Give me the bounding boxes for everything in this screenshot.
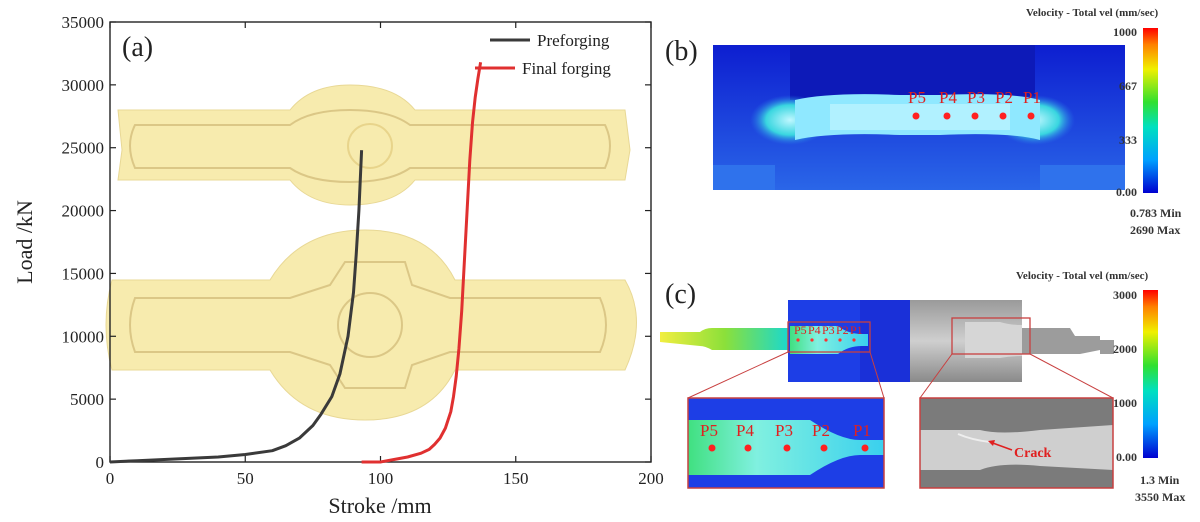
x-tick-label: 150 [503, 469, 529, 488]
panel-b: (b) P5 P4 P3 P2 P1 Velocity - Total vel (mm/… [665, 7, 1182, 237]
y-tick-label: 35000 [62, 13, 105, 32]
overview-point-p5-marker [796, 338, 800, 342]
legend-label-preforging: Preforging [537, 31, 610, 50]
point-p2-marker [999, 112, 1007, 120]
zoom-point-p5-marker [708, 444, 716, 452]
forged-part-photo [910, 300, 1114, 382]
colorbar-b-min: 0.783 Min [1130, 206, 1182, 220]
y-tick-label: 0 [96, 453, 105, 472]
panel-c: (c) P5 P4 P3 P2 P1 P5 P4 P3 P2 P1 [660, 270, 1185, 504]
y-axis-ticks: 0 5000 10000 15000 20000 25000 30000 35000 [62, 13, 651, 472]
zoom-point-p1-marker [861, 444, 869, 452]
colorbar-b-max: 2690 Max [1130, 223, 1180, 237]
series-layer [109, 61, 483, 464]
x-tick-label: 100 [368, 469, 394, 488]
final-forging-part-image [105, 229, 637, 421]
x-tick-label: 200 [638, 469, 664, 488]
colorbar-b-title: Velocity - Total vel (mm/sec) [1026, 7, 1159, 19]
panel-a: 0 5000 10000 15000 20000 25000 30000 35000 0 50 1… [12, 13, 664, 518]
panel-b-letter: (b) [665, 36, 698, 67]
point-p3-marker [971, 112, 979, 120]
x-tick-label: 50 [237, 469, 254, 488]
crack-arrowhead [988, 440, 995, 446]
colorbar-c-min: 1.3 Min [1140, 473, 1180, 487]
x-axis-label: Stroke /mm [328, 493, 431, 518]
colorbar-c [1143, 290, 1158, 458]
y-tick-label: 15000 [62, 264, 105, 283]
crack-label: Crack [1014, 446, 1052, 461]
overview-point-p3-label: P3 [822, 323, 835, 337]
colorbar-c-tick-3000: 3000 [1113, 288, 1137, 302]
y-tick-label: 10000 [62, 327, 105, 346]
zoom-point-p1-label: P1 [853, 421, 871, 440]
overview-point-p2-label: P2 [836, 323, 849, 337]
panel-c-points: P5 P4 P3 P2 P1 [700, 421, 871, 452]
y-tick-label: 5000 [70, 390, 104, 409]
overview-point-p5-label: P5 [794, 323, 807, 337]
zoom-box-photo [951, 317, 1031, 355]
point-p1-marker [1027, 112, 1035, 120]
colorbar-b-tick-667: 667 [1119, 79, 1137, 93]
billet-velocity-field-image [660, 300, 910, 382]
point-p5-label: P5 [908, 88, 926, 107]
point-p4-label: P4 [939, 88, 957, 107]
zoom-line-left-2 [869, 351, 885, 399]
zoom-point-p4-label: P4 [736, 421, 754, 440]
y-tick-label: 25000 [62, 139, 105, 158]
y-tick-label: 20000 [62, 202, 105, 221]
colorbar-b-tick-0: 0.00 [1116, 185, 1137, 199]
colorbar-b-tick-333: 333 [1119, 133, 1137, 147]
overview-point-p1-label: P1 [850, 323, 863, 337]
point-p4-marker [943, 112, 951, 120]
overview-point-p4-label: P4 [808, 323, 821, 337]
panel-c-letter: (c) [665, 279, 696, 310]
panel-b-points: P5 P4 P3 P2 P1 [908, 88, 1041, 120]
zoom-point-p2-label: P2 [812, 421, 830, 440]
overview-point-p2-marker [838, 338, 842, 342]
zoom-point-p3-label: P3 [775, 421, 793, 440]
zoom-point-p3-marker [783, 444, 791, 452]
colorbar-c-tick-1000: 1000 [1113, 396, 1137, 410]
overview-point-p1-marker [852, 338, 856, 342]
overview-point-p3-marker [824, 338, 828, 342]
y-axis-label: Load /kN [12, 200, 37, 284]
x-axis-ticks: 0 50 100 150 200 [106, 22, 664, 488]
colorbar-b [1143, 28, 1158, 193]
colorbar-c-max: 3550 Max [1135, 490, 1185, 504]
x-tick-label: 0 [106, 469, 115, 488]
overview-point-p4-marker [810, 338, 814, 342]
point-p3-label: P3 [967, 88, 985, 107]
y-tick-label: 30000 [62, 76, 105, 95]
zoom-simulation-image [687, 397, 885, 489]
colorbar-c-tick-0: 0.00 [1116, 450, 1137, 464]
zoom-line-right-2 [1029, 353, 1114, 399]
colorbar-c-tick-2000: 2000 [1113, 342, 1137, 356]
point-p1-label: P1 [1023, 88, 1041, 107]
zoom-point-p5-label: P5 [700, 421, 718, 440]
point-p2-label: P2 [995, 88, 1013, 107]
preforging-part-image [117, 84, 631, 206]
panel-c-small-points: P5 P4 P3 P2 P1 [794, 323, 863, 342]
point-p5-marker [912, 112, 920, 120]
series-line-final-forging [361, 61, 483, 464]
zoom-point-p4-marker [744, 444, 752, 452]
zoom-line-right-1 [919, 353, 953, 399]
panel-a-letter: (a) [122, 32, 153, 63]
zoom-point-p2-marker [820, 444, 828, 452]
colorbar-b-tick-1000: 1000 [1113, 25, 1137, 39]
series-line-preforging [109, 150, 364, 464]
zoom-box-simulation [787, 321, 871, 353]
zoom-line-left-1 [687, 351, 789, 399]
legend: Preforging Final forging [475, 31, 611, 78]
zoom-crack-photo [919, 397, 1114, 489]
legend-label-final-forging: Final forging [522, 59, 611, 78]
colorbar-c-title: Velocity - Total vel (mm/sec) [1016, 270, 1149, 282]
